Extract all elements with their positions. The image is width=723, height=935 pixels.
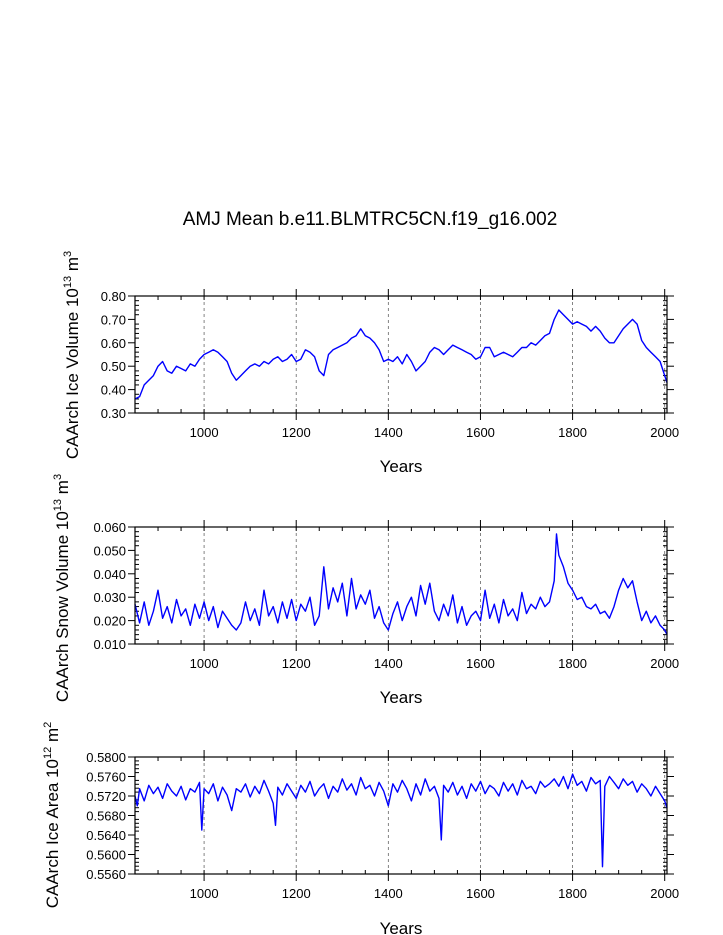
figure-title: AMJ Mean b.e11.BLMTRC5CN.f19_g16.002: [183, 209, 558, 230]
xlabel: Years: [380, 457, 423, 476]
x-tick-label: 1200: [282, 886, 311, 901]
x-tick-label: 1800: [558, 425, 587, 440]
panel-ice-area: CAArch Ice Area 1012 m2 Years 1000 1200 14…: [42, 722, 679, 935]
ylabel-unit-exponent: 3: [52, 474, 64, 480]
ylabel-exponent: 12: [42, 747, 54, 759]
y-tick-label: 0.5760: [86, 770, 126, 785]
x-tick-label: 1800: [558, 656, 587, 671]
y-tick-label: 0.060: [93, 520, 126, 535]
y-tick-label: 0.5600: [86, 848, 126, 863]
x-tick-label: 1400: [374, 886, 403, 901]
y-tick-label: 0.050: [93, 543, 126, 558]
x-tick-label: 2000: [650, 425, 679, 440]
ylabel-text: CAArch Snow Volume 10: [53, 511, 72, 702]
x-tick-label: 1600: [466, 656, 495, 671]
ylabel-unit: m: [53, 480, 72, 499]
ylabel-unit-exponent: 2: [42, 722, 54, 728]
y-tick-label: 0.5800: [86, 750, 126, 765]
x-tick-label: 1400: [374, 425, 403, 440]
y-tick-label: 0.020: [93, 614, 126, 629]
series-line-ice-volume: [134, 309, 668, 400]
y-tick-label: 0.50: [101, 359, 126, 374]
x-tick-label: 1000: [190, 656, 219, 671]
ylabel-exponent: 13: [62, 276, 74, 288]
y-tick-label: 0.60: [101, 336, 126, 351]
panel-ice-volume: CAArch Ice Volume 1013 m3 Years 1000 1200…: [62, 251, 679, 476]
ylabel: CAArch Ice Area 1012 m2: [42, 722, 62, 909]
series-line-snow-volume: [134, 533, 668, 635]
xlabel: Years: [380, 919, 423, 935]
ylabel-unit: m: [43, 728, 62, 747]
x-tick-label: 1800: [558, 886, 587, 901]
panel-snow-volume: CAArch Snow Volume 1013 m3 Years 1000 120…: [52, 474, 679, 707]
x-tick-label: 1000: [190, 425, 219, 440]
y-tick-label: 0.5560: [86, 867, 126, 882]
plot-frame: [134, 295, 668, 414]
xlabel: Years: [380, 688, 423, 707]
x-tick-label: 2000: [650, 656, 679, 671]
ylabel-exponent: 13: [52, 499, 64, 511]
y-tick-label: 0.030: [93, 590, 126, 605]
ylabel-text: CAArch Ice Volume 10: [63, 288, 82, 459]
ylabel: CAArch Snow Volume 1013 m3: [52, 474, 72, 702]
y-tick-label: 0.80: [101, 289, 126, 304]
y-tick-label: 0.70: [101, 312, 126, 327]
plot-frame: [134, 756, 668, 875]
x-tick-label: 1200: [282, 656, 311, 671]
y-tick-label: 0.5640: [86, 828, 126, 843]
y-tick-label: 0.40: [101, 383, 126, 398]
x-tick-label: 1400: [374, 656, 403, 671]
y-tick-label: 0.5680: [86, 809, 126, 824]
ylabel-text: CAArch Ice Area 10: [43, 759, 62, 908]
y-tick-label: 0.5720: [86, 789, 126, 804]
x-tick-label: 1000: [190, 886, 219, 901]
y-tick-label: 0.040: [93, 567, 126, 582]
x-tick-label: 1200: [282, 425, 311, 440]
y-tick-label: 0.010: [93, 637, 126, 652]
ylabel: CAArch Ice Volume 1013 m3: [62, 251, 82, 459]
x-tick-label: 1600: [466, 886, 495, 901]
y-tick-label: 0.30: [101, 406, 126, 421]
plot-frame: [134, 526, 668, 645]
x-tick-label: 2000: [650, 886, 679, 901]
ylabel-unit: m: [63, 257, 82, 276]
series-line-ice-area: [134, 773, 668, 868]
x-tick-label: 1600: [466, 425, 495, 440]
ylabel-unit-exponent: 3: [62, 251, 74, 257]
